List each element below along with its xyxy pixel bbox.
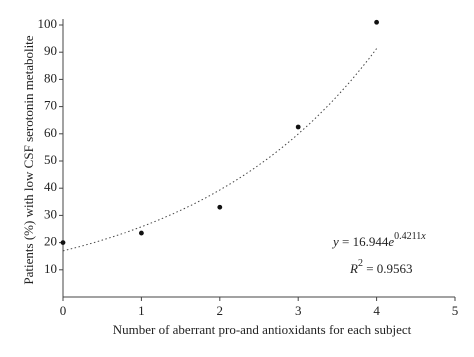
r2-value: 0.9563 <box>377 261 413 276</box>
point <box>60 240 66 246</box>
r2-sup: 2 <box>358 258 363 269</box>
y-tick-label: 90 <box>44 43 57 58</box>
y-tick-label: 70 <box>44 98 57 113</box>
trendline-equation: y = 16.944e0.4211x <box>331 231 426 249</box>
x-tick-label: 0 <box>60 303 67 318</box>
point <box>374 19 379 25</box>
y-tick-label: 80 <box>44 70 57 85</box>
eq-b: 0.4211 <box>394 231 421 242</box>
x-tick-label: 2 <box>217 303 224 318</box>
x-tick-label: 4 <box>373 303 380 318</box>
x-tick-label: 1 <box>138 303 145 318</box>
y-tick-label: 100 <box>38 16 58 31</box>
x-axis-label: Number of aberrant pro-and antioxidants … <box>113 322 412 337</box>
y-tick-label: 60 <box>44 125 57 140</box>
eq-a: 16.944 <box>353 234 389 249</box>
x-tick-label: 5 <box>452 303 459 318</box>
point <box>295 124 301 130</box>
y-tick-label: 20 <box>44 234 57 249</box>
r2-eq: = <box>363 261 377 276</box>
eq-y: y <box>331 234 339 249</box>
y-tick-label: 40 <box>44 179 57 194</box>
eq-sign: = <box>339 234 353 249</box>
r-squared: R2 = 0.9563 <box>349 258 413 276</box>
eq-x: x <box>420 231 426 242</box>
y-axis-label: Patients (%) with low CSF serotonin meta… <box>21 35 36 284</box>
eq-e: e <box>388 234 394 249</box>
r2-label: R <box>349 261 358 276</box>
y-tick-label: 10 <box>44 261 57 276</box>
point <box>217 204 223 210</box>
x-tick-label: 3 <box>295 303 302 318</box>
trendline <box>62 48 377 252</box>
y-tick-label: 50 <box>44 152 57 167</box>
point <box>139 230 144 236</box>
y-tick-label: 30 <box>44 206 57 221</box>
